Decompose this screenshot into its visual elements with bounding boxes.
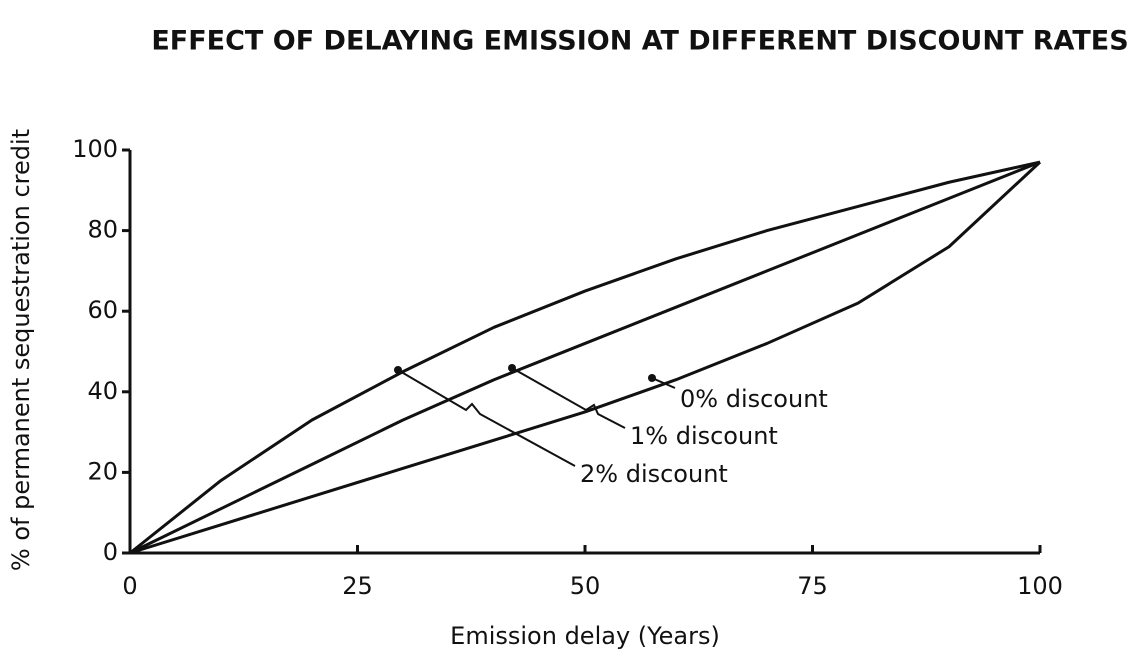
chart-title: EFFECT OF DELAYING EMISSION AT DIFFERENT… [151, 26, 1128, 57]
x-tick-label: 25 [342, 572, 373, 600]
y-tick-label: 60 [87, 296, 118, 324]
x-axis-label: Emission delay (Years) [450, 622, 720, 650]
pointer-arrow [397, 369, 576, 467]
arrow-head [394, 366, 402, 374]
y-tick-label: 0 [103, 538, 118, 566]
pointer-arrow [651, 377, 676, 389]
arrow-head [508, 364, 516, 372]
y-tick-label: 80 [87, 216, 118, 244]
x-tick-label: 100 [1017, 572, 1063, 600]
x-tick-label: 50 [570, 572, 601, 600]
y-axis-label: % of permanent sequestration credit [7, 129, 35, 571]
y-tick-label: 40 [87, 377, 118, 405]
arrow-head [648, 374, 656, 382]
y-tick-label: 20 [87, 457, 118, 485]
series-line [129, 160, 1042, 555]
x-tick-label: 75 [797, 572, 828, 600]
x-tick-label: 0 [122, 572, 137, 600]
pointer-arrow [511, 367, 626, 429]
y-tick-label: 100 [72, 135, 118, 163]
series-line [129, 160, 1041, 555]
series-label: 1% discount [630, 422, 778, 450]
series-line [129, 160, 1041, 555]
series-label: 2% discount [580, 460, 728, 488]
series-label: 0% discount [680, 385, 828, 413]
